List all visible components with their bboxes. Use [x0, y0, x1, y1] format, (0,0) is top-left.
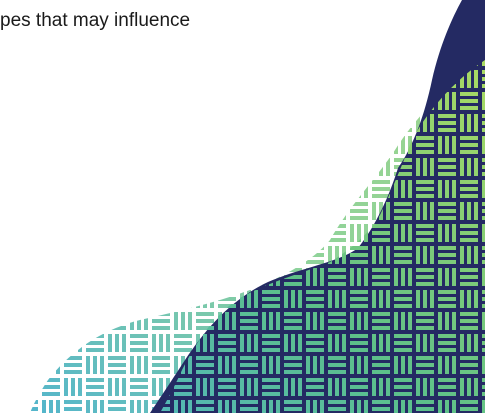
slide-body-text: pes that may influence	[0, 10, 191, 31]
